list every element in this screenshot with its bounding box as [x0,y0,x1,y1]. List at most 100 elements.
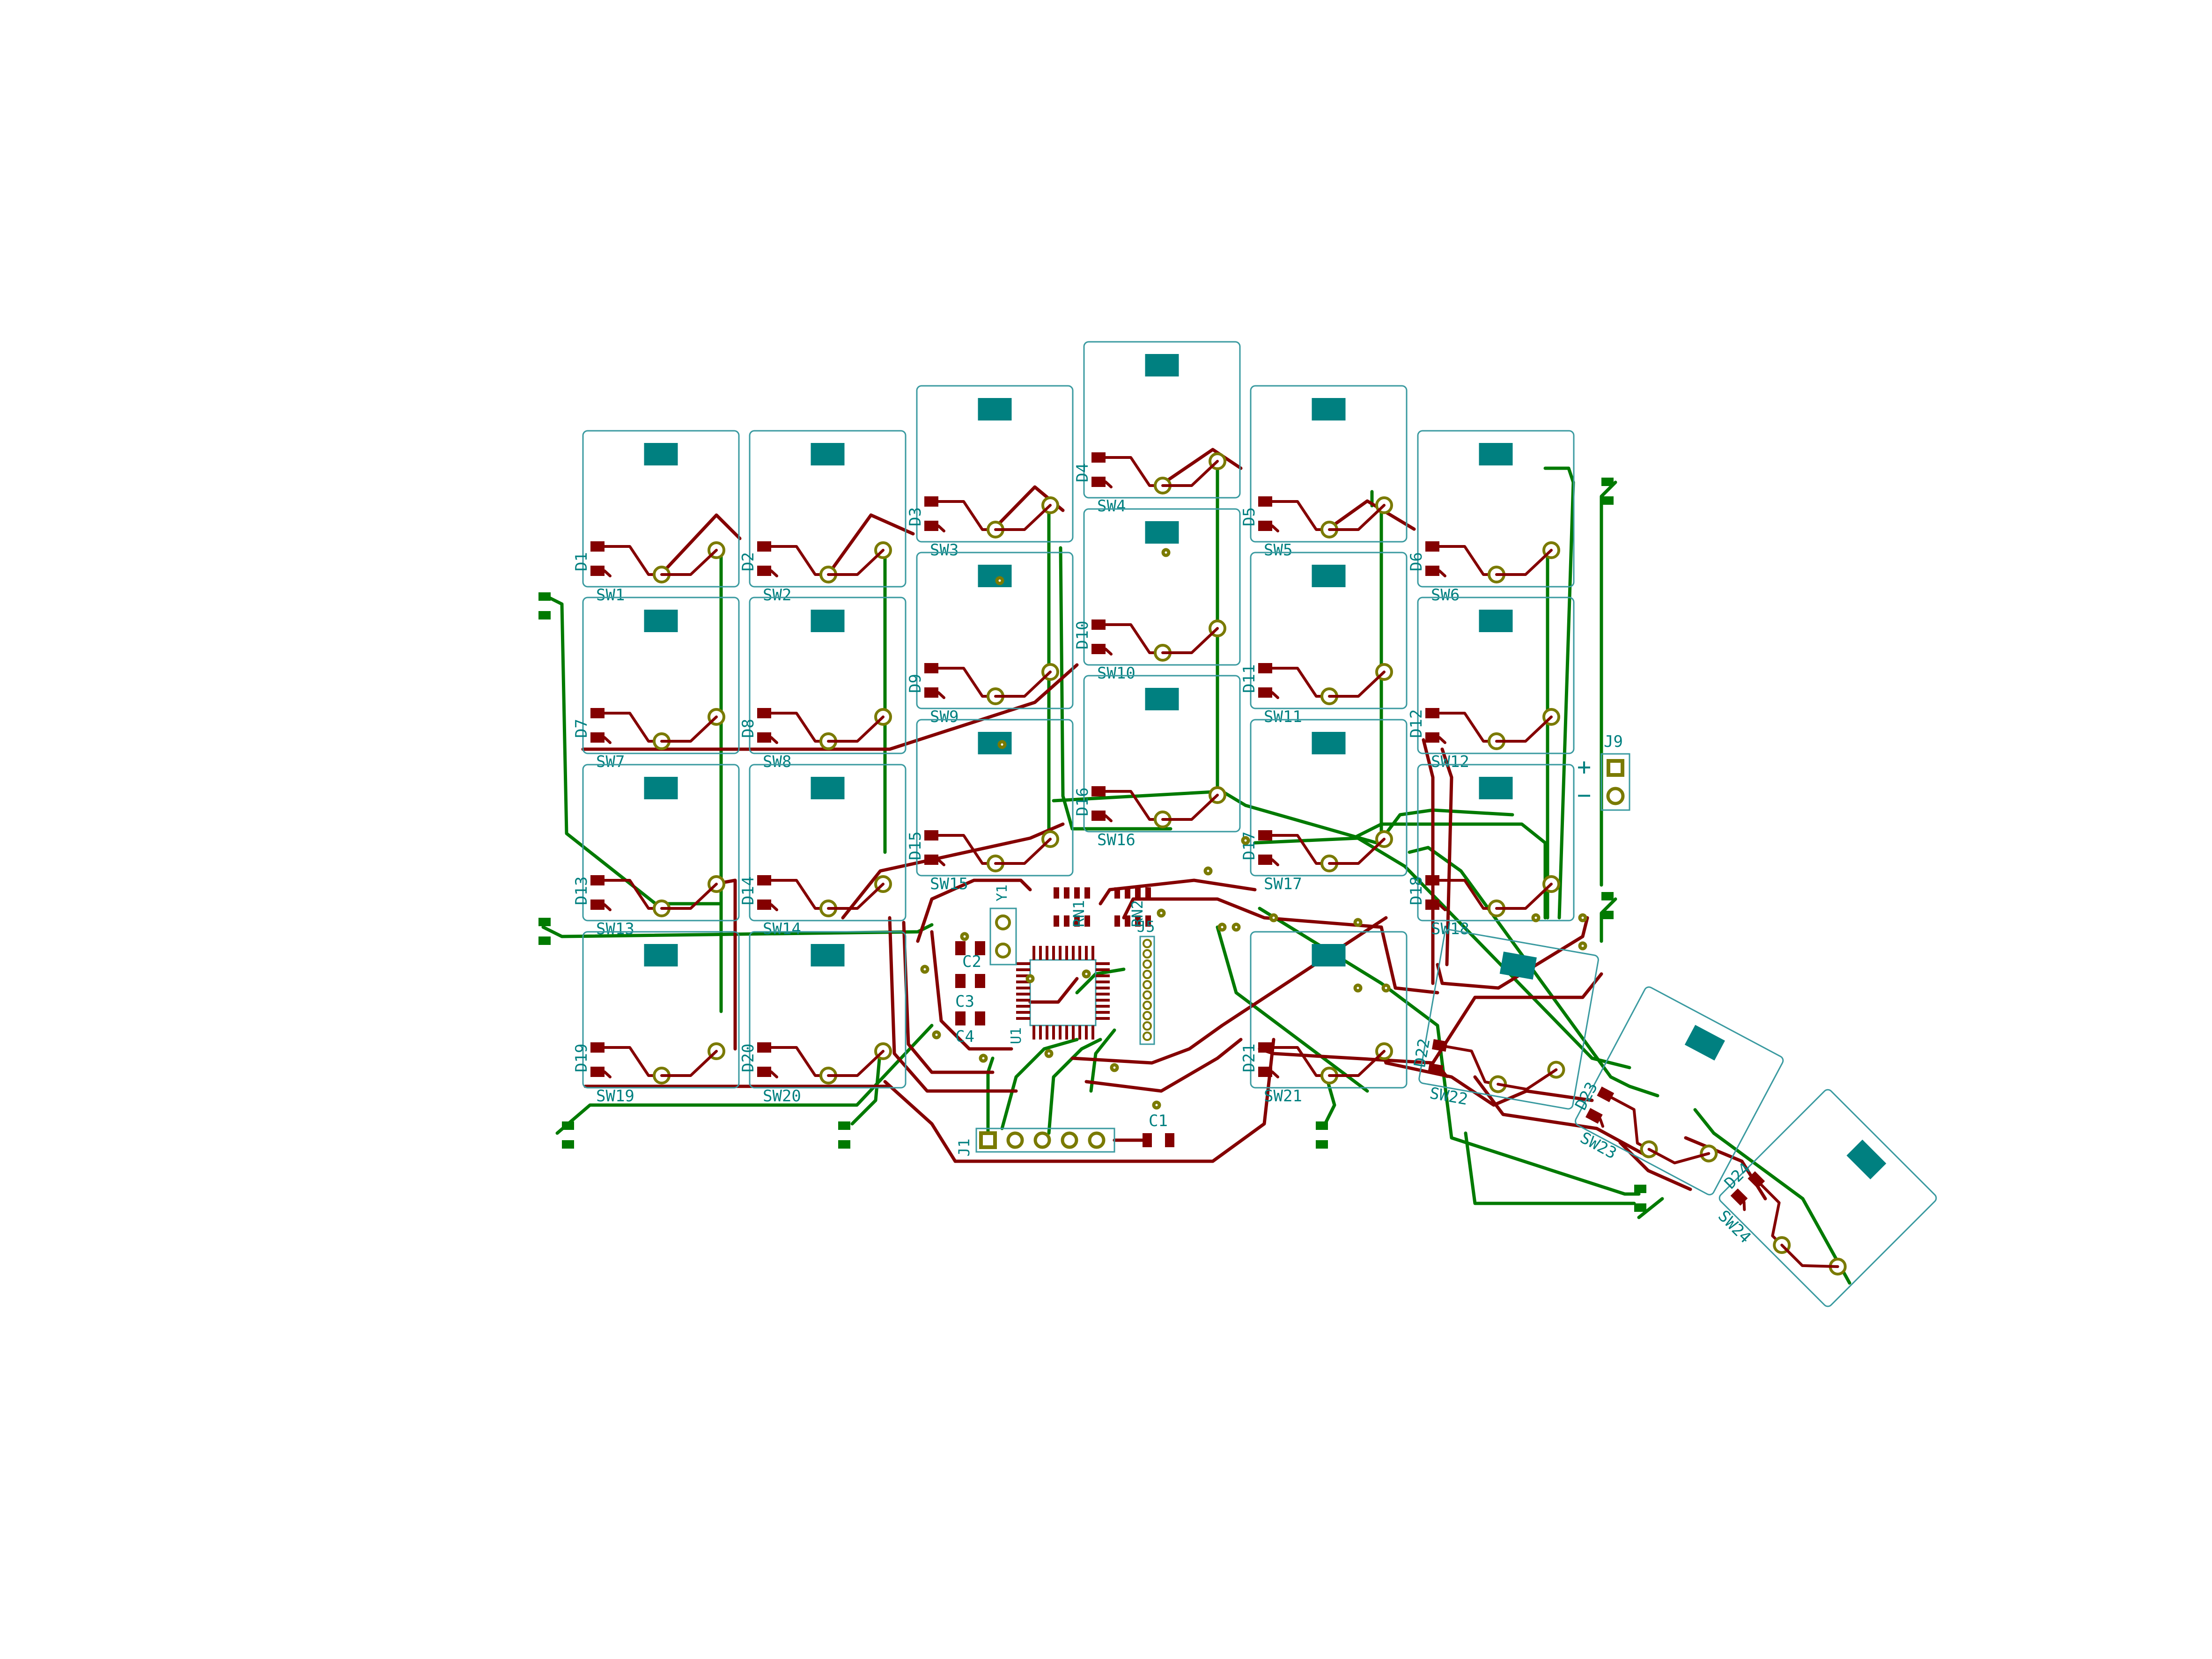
diode-pad [1091,619,1106,630]
diode-trace [1438,569,1446,577]
front-trace [1258,972,1603,1065]
diode-pad [924,496,938,507]
j5-pin [1143,1021,1152,1031]
switch-outline [1417,430,1575,588]
switch-label: SW6 [1431,586,1460,605]
mcu-pin [1016,1011,1030,1014]
diode-pad [1091,477,1106,487]
diode-trace [1271,524,1279,532]
switch-label: SW5 [1264,541,1292,560]
diode-trace [1104,648,1113,656]
switch-trace [994,671,1052,698]
diode-label: D7 [572,719,591,738]
diode-pad [924,663,938,673]
mcu-pin [1091,1025,1094,1040]
diode-trace [770,736,778,744]
j5-pin [1143,939,1152,948]
via [1082,969,1091,979]
back-trace [1408,846,1659,1098]
switch-outline [1250,719,1408,877]
diode-pad [757,1042,771,1053]
back-trace [1253,836,1631,1069]
switch-label: SW15 [930,875,968,893]
via [1578,913,1587,922]
mcu-pin [1016,987,1030,989]
front-trace [1422,738,1435,985]
diode-label: D12 [1407,709,1426,738]
front-trace [581,663,1079,751]
switch-outline [749,931,907,1089]
switch-trace [1495,715,1553,743]
switch-trace [827,883,885,910]
switch-trace [1495,883,1553,910]
switch-smd-pad [1145,354,1179,376]
c3-label: C3 [955,992,974,1011]
via [960,932,969,941]
j9-outline [1600,753,1630,811]
diode-pad [1425,708,1439,718]
switch-outline [1417,597,1575,754]
switch-trace [827,1050,885,1077]
diode-pad [590,541,605,552]
switch-label: SW17 [1264,875,1302,893]
rn-pad [1054,915,1059,927]
key-switch-13: SW13 D13 [572,764,740,938]
diode-trace [1271,1070,1279,1078]
switch-outline [749,430,907,588]
rn-pad [1114,887,1120,899]
switch-smd-pad [644,610,678,632]
diode-label: D8 [739,719,758,738]
switch-smd-pad [644,777,678,799]
diode-label: D6 [1407,552,1426,571]
switch-label: SW10 [1097,664,1135,683]
front-trace [1099,878,1257,906]
j9-label: J9 [1604,732,1623,751]
diode-label: D2 [739,552,758,571]
switch-trace [827,715,885,743]
key-switch-7: SW7 D7 [572,597,740,771]
mcu-pin [1078,946,1081,960]
back-trace [1464,1131,1636,1205]
diode-pad [590,1067,605,1077]
y1-pin [995,943,1011,959]
switch-outline [916,552,1074,709]
diode-pad [1431,1039,1448,1052]
diode-trace [1271,858,1279,866]
front-trace [888,916,1018,1093]
switch-outline [1718,1089,1937,1307]
mcu-pin [1096,1011,1110,1014]
front-trace [1379,925,1439,995]
via [1025,974,1035,983]
switch-smd-pad [1499,951,1537,980]
diode-label: D4 [1073,463,1092,482]
switch-label: SW1 [596,586,625,605]
switch-smd-pad [1312,565,1346,587]
mcu-pin [1016,999,1030,1002]
rn-pad [1084,887,1090,899]
via [1381,983,1391,993]
diode-pad [1258,521,1272,531]
mcu-pin [1072,1025,1075,1040]
via [1531,913,1541,922]
mcu-pin [1032,946,1035,960]
key-switch-21: SW21 D21 [1240,931,1408,1106]
diode-pad [1258,855,1272,865]
j9-pin [1606,787,1625,805]
switch-smd-pad [811,777,845,799]
switch-outline [1417,764,1575,922]
front-trace [827,513,915,575]
mcu-pin [1016,962,1030,965]
key-switch-4: SW4 D4 [1073,341,1241,516]
switch-trace [660,883,718,910]
switch-trace [994,504,1052,531]
diode-trace [603,736,612,744]
switch-label: SW9 [930,708,959,726]
diode-trace [770,1070,778,1078]
edge-pad [1316,1140,1328,1149]
cap-pad [975,941,985,955]
key-switch-17: SW17 D17 [1240,719,1408,893]
via [1231,922,1241,932]
switch-trace [1328,504,1386,531]
back-trace [1047,1038,1102,1135]
